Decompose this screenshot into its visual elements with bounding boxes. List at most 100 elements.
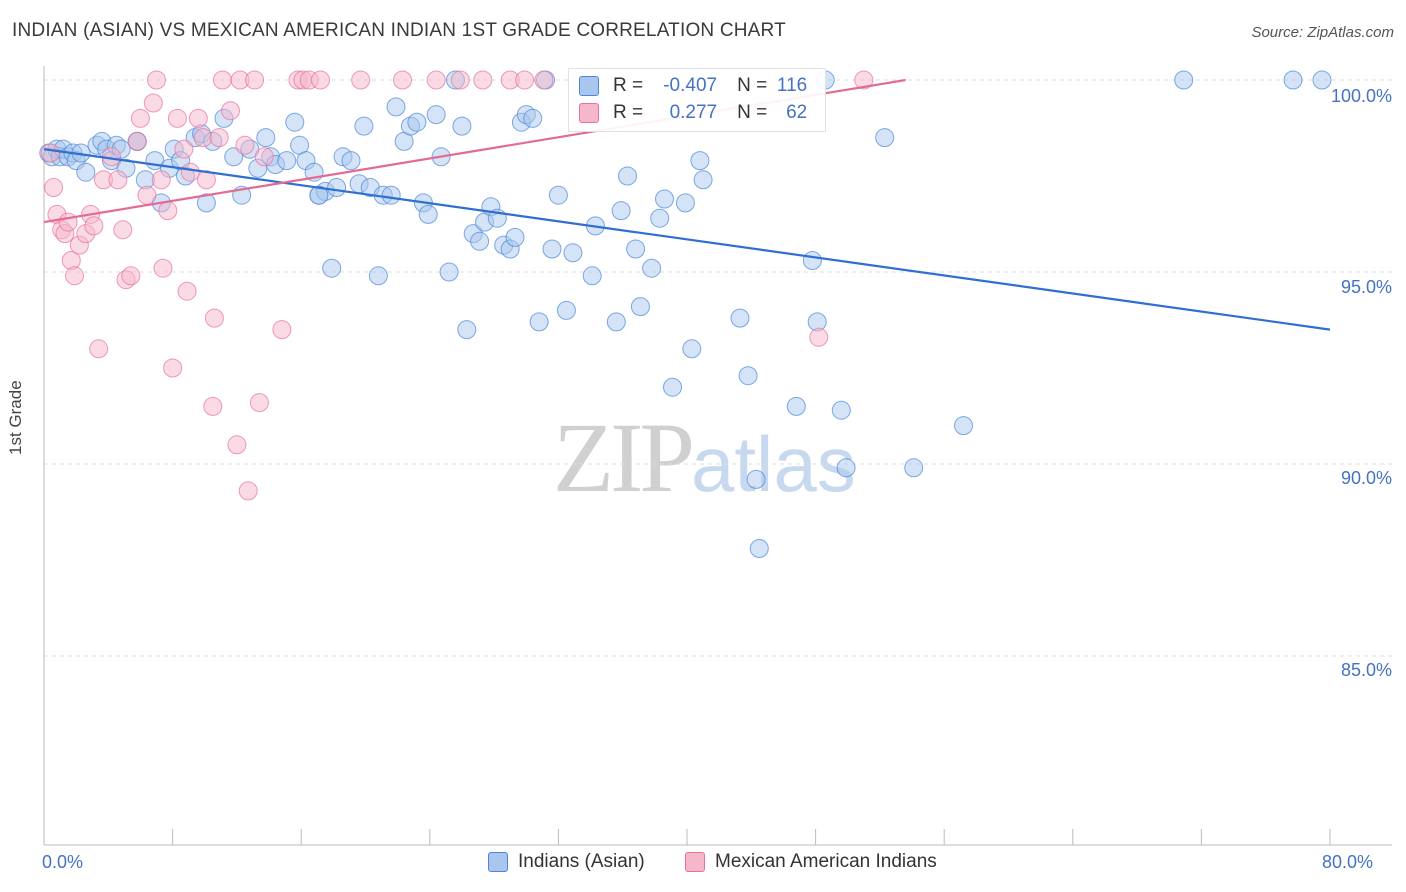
point-indians: [1312, 70, 1332, 90]
point-indians: [650, 208, 670, 228]
point-indians: [548, 185, 568, 205]
y-tick-85: 85.0%: [1340, 660, 1392, 680]
point-indians: [663, 377, 682, 397]
point-indians: [836, 458, 856, 478]
point-mexican: [113, 220, 133, 240]
point-indians: [341, 151, 361, 171]
point-indians: [256, 128, 276, 148]
point-indians: [954, 416, 973, 436]
point-mexican: [163, 358, 183, 378]
point-mexican: [204, 308, 224, 328]
point-mexican: [238, 481, 258, 501]
point-mexican: [158, 201, 178, 221]
point-mexican: [221, 101, 240, 121]
legend-n-label: N =: [737, 102, 768, 123]
x-tick-max: 80.0%: [1322, 852, 1374, 872]
point-mexican: [58, 212, 78, 232]
point-mexican: [143, 93, 163, 113]
y-tick-100: 100.0%: [1330, 86, 1392, 106]
point-mexican: [534, 70, 554, 90]
legend-item-indians: Indians (Asian): [488, 851, 645, 873]
point-mexican: [272, 320, 292, 340]
point-indians: [277, 151, 297, 171]
point-indians: [426, 105, 446, 125]
point-indians: [457, 320, 477, 340]
point-indians: [418, 204, 438, 224]
point-indians: [582, 266, 602, 286]
point-indians: [505, 227, 525, 247]
stats-legend: R = -0.407 N = 116 R = 0.277 N = 62: [568, 68, 826, 132]
legend-row-mexican: R = 0.277 N = 62: [579, 101, 807, 125]
point-mexican: [254, 147, 274, 167]
point-indians: [630, 297, 650, 317]
point-mexican: [311, 70, 330, 90]
point-mexican: [167, 108, 187, 128]
legend-n-value-indians: 116: [776, 75, 808, 96]
point-mexican: [196, 170, 216, 190]
point-mexican: [108, 170, 128, 190]
point-mexican: [44, 178, 64, 197]
point-mexican: [188, 108, 208, 128]
point-mexican: [209, 128, 229, 148]
point-indians: [452, 116, 472, 136]
point-indians: [386, 97, 406, 117]
point-mexican: [212, 70, 232, 90]
point-mexican: [203, 396, 223, 416]
point-indians: [875, 128, 895, 148]
point-indians: [831, 400, 851, 420]
point-indians: [802, 251, 822, 270]
point-mexican: [130, 108, 150, 128]
legend-label-indians: Indians (Asian): [518, 851, 645, 872]
chart-title: INDIAN (ASIAN) VS MEXICAN AMERICAN INDIA…: [12, 20, 786, 41]
point-indians: [285, 112, 305, 132]
point-indians: [749, 539, 769, 558]
point-mexican: [151, 170, 171, 190]
point-indians: [606, 312, 626, 332]
point-mexican: [193, 128, 213, 148]
point-indians: [1283, 70, 1303, 90]
legend-item-mexican: Mexican American Indians: [685, 851, 937, 873]
point-indians: [439, 262, 459, 282]
point-mexican: [515, 70, 535, 90]
trend-line-indians: [43, 148, 1331, 331]
point-mexican: [180, 162, 200, 182]
point-mexican: [426, 70, 446, 90]
point-indians: [327, 178, 347, 197]
legend-row-indians: R = -0.407 N = 116: [579, 74, 807, 98]
point-mexican: [351, 70, 371, 90]
legend-r-label: R =: [613, 75, 644, 96]
point-indians: [224, 147, 244, 167]
point-indians: [618, 166, 637, 186]
point-mexican: [177, 281, 197, 301]
legend-swatch-indians: [488, 852, 508, 872]
point-indians: [407, 112, 427, 132]
point-indians: [611, 201, 631, 221]
point-mexican: [235, 135, 255, 155]
point-indians: [626, 239, 646, 259]
legend-r-value-mexican: 0.277: [669, 102, 718, 123]
point-indians: [563, 243, 583, 263]
point-mexican: [245, 70, 265, 90]
point-mexican: [174, 139, 194, 159]
point-mexican: [809, 327, 829, 347]
y-tick-95: 95.0%: [1340, 277, 1392, 297]
point-indians: [556, 300, 576, 320]
point-indians: [354, 116, 374, 136]
point-mexican: [854, 70, 874, 90]
point-mexican: [127, 131, 147, 151]
legend-n-label: N =: [737, 75, 768, 96]
point-indians: [693, 170, 713, 190]
point-mexican: [147, 70, 166, 90]
point-mexican: [450, 70, 470, 90]
point-indians: [655, 189, 674, 209]
point-mexican: [89, 339, 109, 359]
point-mexican: [227, 435, 247, 455]
legend-r-label: R =: [613, 102, 644, 123]
point-indians: [381, 185, 401, 205]
legend-swatch-mexican: [579, 103, 599, 123]
point-mexican: [65, 266, 84, 286]
legend-label-mexican: Mexican American Indians: [715, 851, 937, 872]
point-indians: [523, 108, 543, 128]
point-mexican: [40, 143, 60, 163]
point-mexican: [393, 70, 412, 90]
